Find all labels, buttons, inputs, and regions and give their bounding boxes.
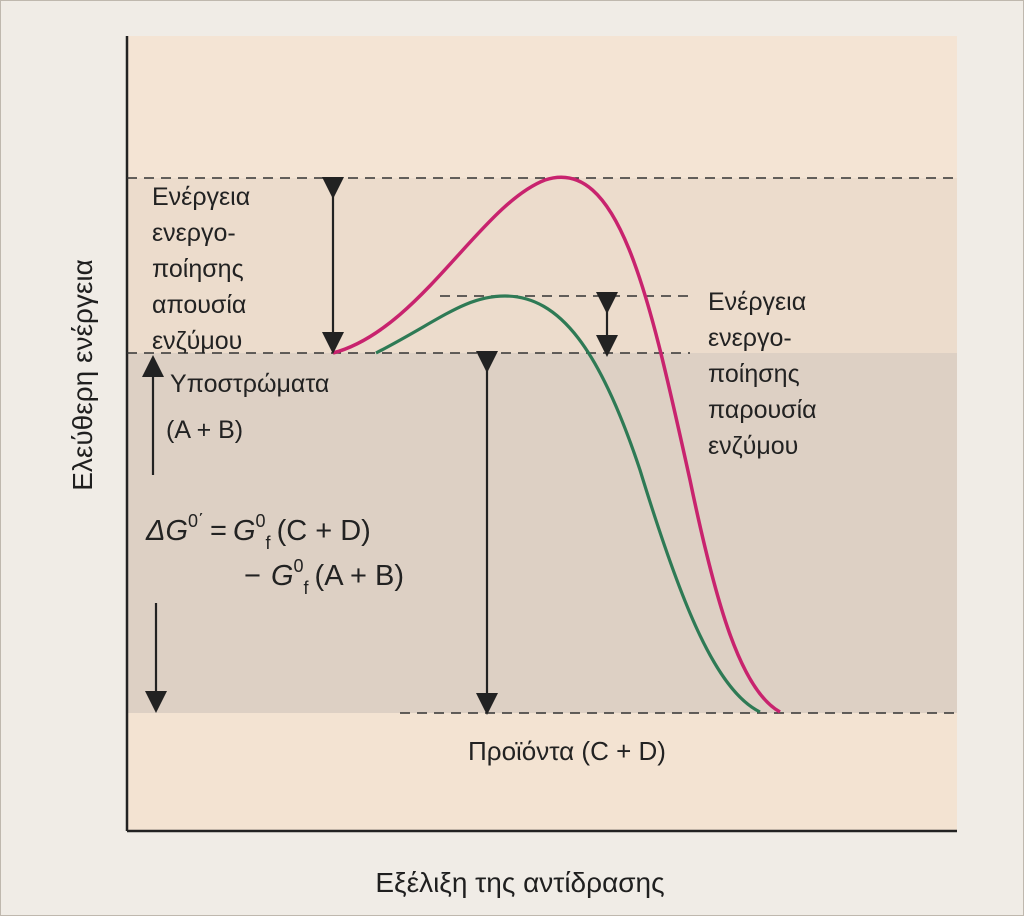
line: ενζύμου [708, 432, 798, 460]
delta-g-symbol: ΔG [145, 515, 188, 547]
y-axis-label: Ελεύθερη ενέργεια [67, 259, 98, 491]
x-axis-label: Εξέλιξη της αντίδρασης [375, 867, 664, 898]
g-sup: 0 [256, 511, 266, 531]
g-symbol: G [233, 515, 256, 547]
line: Υποστρώματα [170, 370, 329, 398]
line: ποίησης [708, 360, 800, 388]
term-products: (C + D) [277, 515, 371, 547]
line: απουσία [152, 291, 246, 319]
minus-sign: − [244, 560, 261, 592]
g-symbol: G [271, 560, 294, 592]
band-bottom [127, 713, 957, 831]
label-products: Προϊόντα (C + D) [468, 736, 666, 766]
band-middle [127, 353, 957, 713]
label-activation-with-enzyme: Ενέργεια ενεργο- ποίησης παρουσία ενζύμο… [708, 288, 824, 460]
g-sub: f [304, 578, 310, 598]
line: Ενέργεια [152, 183, 250, 211]
g-sup: 0 [294, 556, 304, 576]
line: ενζύμου [152, 327, 242, 355]
term-substrates: (A + B) [315, 560, 404, 592]
label-activation-no-enzyme: Ενέργεια ενεργο- ποίησης απουσία ενζύμου [152, 183, 257, 355]
g-sub: f [266, 533, 272, 553]
label-substrates: Υποστρώματα (A + B) [166, 370, 336, 444]
curve-with-enzyme [375, 294, 761, 714]
line: ποίησης [152, 255, 244, 283]
equals-sign: = [210, 515, 227, 547]
line: (A + B) [166, 416, 243, 444]
band-upper [127, 178, 957, 353]
label-delta-g-line1: ΔG0΄ = G0f (C + D) [145, 511, 371, 553]
label-delta-g-line2: − G0f (A + B) [244, 556, 404, 598]
delta-g-sup: 0΄ [188, 511, 204, 531]
line: Ενέργεια [708, 288, 806, 316]
line: παρουσία [708, 396, 817, 424]
line: ενεργο- [708, 324, 792, 352]
band-top [127, 36, 957, 178]
line: ενεργο- [152, 219, 236, 247]
curve-no-enzyme [332, 175, 781, 714]
